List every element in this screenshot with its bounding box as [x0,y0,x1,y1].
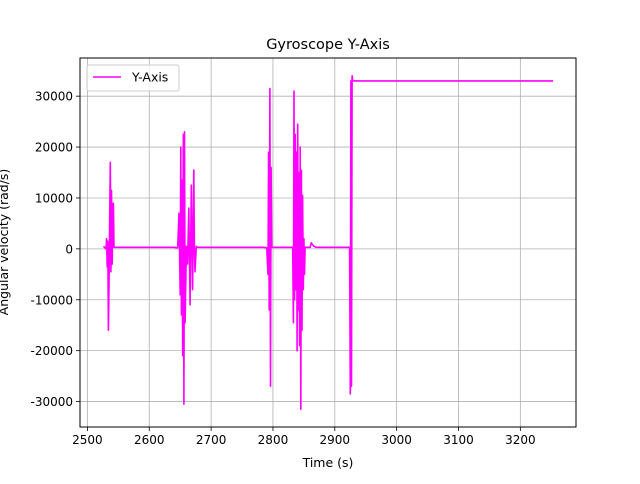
y-tick-label: 30000 [35,90,73,104]
legend-box [86,64,180,92]
x-tick-label: 2500 [72,433,103,447]
x-tick-label: 3000 [381,433,412,447]
y-axis-label: Angular velocity (rad/s) [0,169,11,316]
x-axis-label: Time (s) [302,455,354,470]
y-tick-label: 20000 [35,141,73,155]
series-layer [102,75,554,411]
y-tick-label: -30000 [30,395,73,409]
x-tick-label: 2700 [196,433,227,447]
x-tick-label: 2800 [258,433,289,447]
y-tick-label: -20000 [30,344,73,358]
legend: Y-Axis [86,64,180,92]
x-tick-label: 3100 [443,433,474,447]
y-tick-label: -10000 [30,293,73,307]
grid-layer [80,58,576,427]
x-tick-label: 2600 [134,433,165,447]
plot-frame [79,57,577,428]
series-line-y-axis [102,75,554,411]
y-tick-label: 10000 [35,191,73,205]
x-tick-label: 2900 [320,433,351,447]
chart-title: Gyroscope Y-Axis [266,37,390,53]
y-tick-label: 0 [65,242,73,256]
y-axis-ticks: -30000 -20000 -10000 0 10000 20000 30000 [30,90,80,409]
x-axis-ticks: 2500 2600 2700 2800 2900 3000 3100 3200 [72,427,536,447]
x-tick-label: 3200 [505,433,536,447]
legend-label-y-axis: Y-Axis [131,70,168,85]
